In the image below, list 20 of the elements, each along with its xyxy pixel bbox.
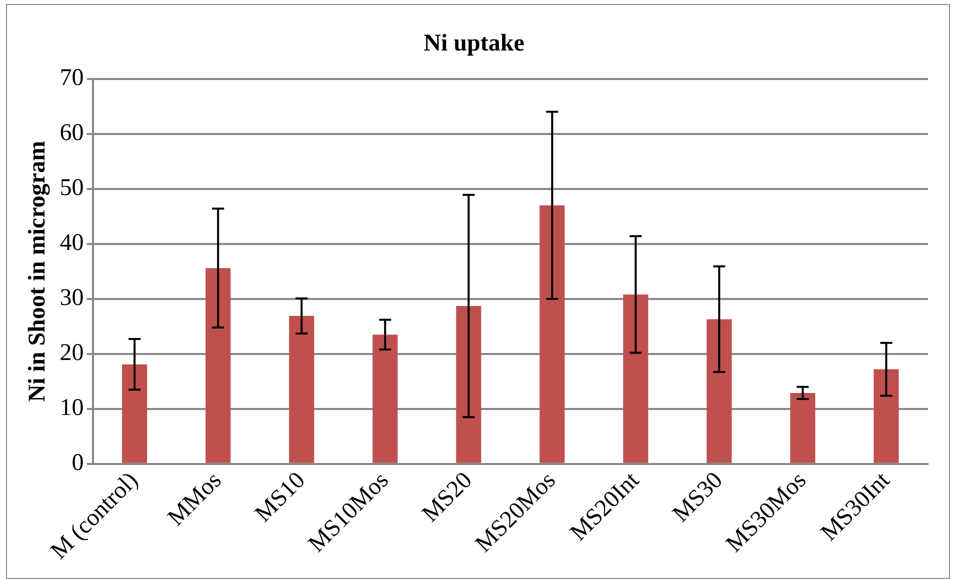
bar xyxy=(206,268,231,463)
bar xyxy=(122,364,148,463)
bar xyxy=(623,294,648,463)
y-tick-label: 60 xyxy=(60,120,84,146)
y-tick-label: 20 xyxy=(60,340,84,366)
bar xyxy=(706,319,732,463)
y-tick-label: 0 xyxy=(72,450,84,476)
bar xyxy=(874,369,899,463)
bar xyxy=(289,316,314,463)
bar xyxy=(790,392,816,463)
y-tick-label: 70 xyxy=(60,65,84,92)
y-tick-label: 40 xyxy=(60,230,84,256)
chart-title: Ni uptake xyxy=(424,30,525,57)
y-tick-label: 30 xyxy=(60,285,84,312)
bar xyxy=(372,334,398,463)
y-tick-label: 10 xyxy=(60,395,84,422)
y-tick-label: 50 xyxy=(60,175,84,202)
bar xyxy=(456,306,482,463)
bar xyxy=(540,205,565,463)
y-axis-title: Ni in Shoot in microgram xyxy=(24,140,51,402)
